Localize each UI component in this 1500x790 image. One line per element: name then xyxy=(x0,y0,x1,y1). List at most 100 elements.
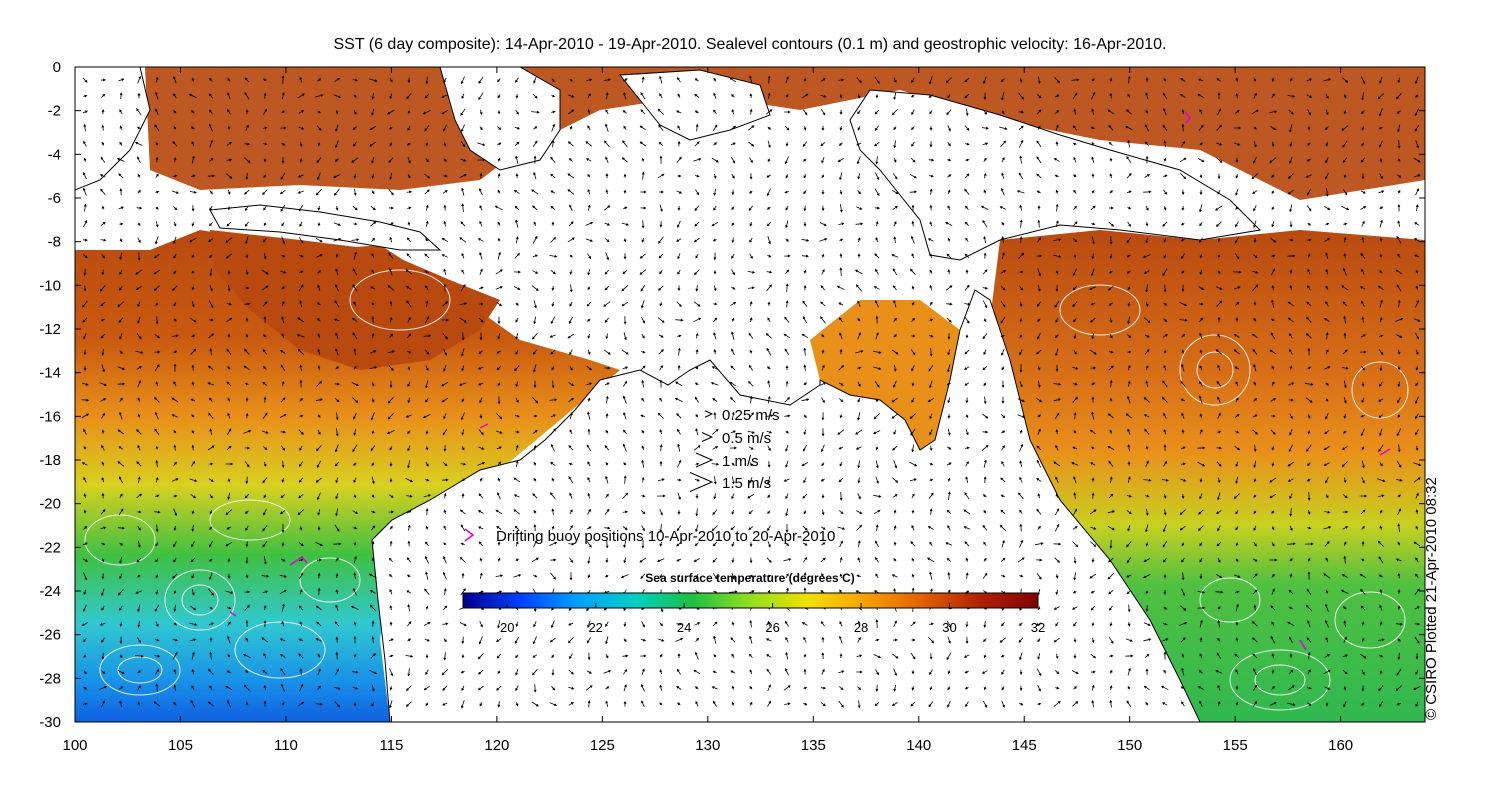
velocity-arrow xyxy=(335,110,339,115)
velocity-arrow xyxy=(1036,558,1043,562)
velocity-arrow xyxy=(1108,557,1114,563)
velocity-arrow xyxy=(909,173,917,179)
velocity-arrow xyxy=(1361,268,1365,275)
velocity-arrow xyxy=(587,428,591,435)
velocity-arrow xyxy=(1307,557,1311,562)
velocity-arrow xyxy=(1144,428,1150,435)
velocity-arrow xyxy=(1197,606,1206,610)
velocity-arrow xyxy=(263,605,267,611)
velocity-arrow xyxy=(191,254,195,259)
velocity-arrow xyxy=(299,300,303,308)
velocity-arrow xyxy=(1378,398,1384,402)
sealevel-contours xyxy=(84,269,1409,711)
velocity-arrow xyxy=(749,300,753,307)
velocity-arrow xyxy=(927,238,934,242)
velocity-arrow xyxy=(298,701,305,707)
velocity-arrow xyxy=(657,412,664,419)
velocity-arrow xyxy=(1143,685,1150,691)
velocity-arrow xyxy=(623,238,627,243)
velocity-arrow xyxy=(677,205,681,211)
velocity-arrow xyxy=(281,620,285,627)
velocity-arrow xyxy=(425,220,429,227)
velocity-arrow xyxy=(785,668,789,676)
velocity-arrow xyxy=(1342,526,1349,530)
velocity-arrow xyxy=(352,397,359,404)
velocity-arrow xyxy=(334,398,340,403)
velocity-arrow xyxy=(1414,622,1421,626)
velocity-arrow xyxy=(1126,172,1132,179)
velocity-arrow xyxy=(315,188,322,196)
velocity-arrow xyxy=(497,221,501,226)
velocity-arrow xyxy=(243,157,251,163)
velocity-arrow xyxy=(893,668,897,677)
velocity-arrow xyxy=(226,381,232,387)
velocity-arrow xyxy=(443,413,447,420)
velocity-arrow xyxy=(425,446,429,451)
velocity-arrow xyxy=(1053,382,1062,386)
buoy-track xyxy=(1184,111,1191,124)
colorbar-tick-label: 26 xyxy=(765,620,779,635)
velocity-arrow xyxy=(695,253,699,259)
velocity-arrow xyxy=(315,638,322,642)
velocity-arrow xyxy=(550,173,556,179)
velocity-arrow xyxy=(262,381,268,386)
velocity-arrow xyxy=(83,493,87,499)
velocity-arrow xyxy=(1072,590,1077,594)
velocity-arrow xyxy=(335,284,339,292)
velocity-arrow xyxy=(1235,301,1240,306)
velocity-arrow xyxy=(839,189,843,195)
velocity-arrow xyxy=(136,461,142,467)
y-tick-label: -26 xyxy=(39,627,61,644)
velocity-arrow xyxy=(1019,381,1023,388)
velocity-arrow xyxy=(208,238,214,242)
buoy-track xyxy=(289,556,308,566)
velocity-arrow xyxy=(1270,398,1277,402)
velocity-arrow xyxy=(765,638,772,642)
velocity-arrow xyxy=(983,76,987,85)
velocity-arrow xyxy=(1019,204,1023,211)
velocity-arrow xyxy=(1360,76,1366,85)
velocity-arrow xyxy=(101,412,105,419)
velocity-arrow xyxy=(1142,254,1151,258)
velocity-arrow xyxy=(1145,109,1149,114)
velocity-arrow xyxy=(1053,238,1062,242)
velocity-arrow xyxy=(1377,540,1384,547)
velocity-arrow xyxy=(549,334,556,338)
velocity-arrow xyxy=(261,637,269,643)
velocity-arrow xyxy=(712,557,718,563)
velocity-arrow xyxy=(1325,477,1329,484)
velocity-arrow xyxy=(81,398,90,402)
velocity-arrow xyxy=(928,701,934,708)
velocity-arrow xyxy=(1379,525,1383,530)
velocity-arrow xyxy=(1379,654,1384,658)
velocity-arrow xyxy=(442,478,449,482)
velocity-arrow xyxy=(407,350,412,354)
velocity-arrow xyxy=(603,349,611,355)
velocity-arrow xyxy=(497,94,501,99)
velocity-arrow xyxy=(137,75,141,84)
velocity-arrow xyxy=(245,637,249,642)
velocity-arrow xyxy=(1055,493,1059,498)
velocity-arrow xyxy=(478,92,484,100)
velocity-arrow xyxy=(117,366,125,370)
velocity-arrow xyxy=(873,413,881,420)
buoy-track xyxy=(479,423,489,429)
velocity-arrow xyxy=(1361,220,1365,227)
velocity-arrow xyxy=(731,222,735,226)
velocity-arrow xyxy=(514,126,520,130)
velocity-arrow xyxy=(1109,605,1113,611)
velocity-arrow xyxy=(891,574,898,578)
velocity-arrow xyxy=(279,574,287,578)
velocity-arrow xyxy=(280,683,285,692)
velocity-arrow xyxy=(245,412,249,419)
velocity-arrow xyxy=(208,588,215,596)
velocity-arrow xyxy=(893,92,897,101)
velocity-arrow xyxy=(1379,462,1383,467)
velocity-arrow xyxy=(1072,221,1078,227)
velocity-arrow xyxy=(855,222,864,226)
velocity-arrow xyxy=(1379,219,1383,228)
velocity-arrow xyxy=(1288,444,1294,453)
velocity-arrow xyxy=(1036,254,1043,258)
velocity-arrow xyxy=(245,476,249,485)
velocity-arrow xyxy=(513,494,520,498)
